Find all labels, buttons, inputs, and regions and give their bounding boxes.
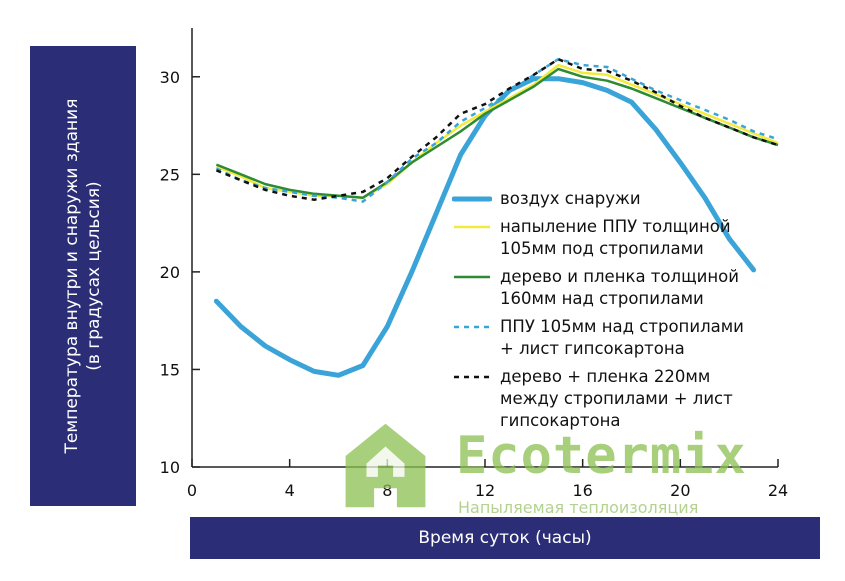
legend-swatch bbox=[452, 266, 492, 286]
x-tick-label: 12 bbox=[475, 481, 495, 500]
legend-swatch-line bbox=[454, 225, 490, 229]
legend-item: дерево и пленка толщиной 160мм над строп… bbox=[452, 266, 837, 310]
legend-label: дерево + пленка 220мм между стропилами +… bbox=[500, 367, 733, 430]
series-layer bbox=[213, 57, 779, 378]
house-recycle-icon bbox=[345, 423, 426, 508]
legend-item: ППУ 105мм над стропилами + лист гипсокар… bbox=[452, 316, 837, 360]
series-line-4 bbox=[215, 57, 779, 203]
legend-swatch-line bbox=[454, 375, 490, 379]
y-tick-label: 10 bbox=[160, 458, 180, 477]
legend-swatch bbox=[452, 216, 492, 236]
x-tick-label: 24 bbox=[768, 481, 788, 500]
y-axis-label-box: Температура внутри и снаружи здания (в г… bbox=[30, 46, 136, 506]
legend-swatch-line bbox=[452, 196, 492, 202]
y-tick-label: 30 bbox=[160, 68, 180, 87]
x-tick-label: 4 bbox=[285, 481, 295, 500]
x-axis-label: Время суток (часы) bbox=[418, 528, 592, 548]
legend-item: напыление ППУ толщиной 105мм под стропил… bbox=[452, 216, 837, 260]
watermark-subtitle: Напыляемая теплоизоляция bbox=[458, 498, 699, 517]
legend-label: напыление ППУ толщиной 105мм под стропил… bbox=[500, 217, 731, 258]
legend-item: воздух снаружи bbox=[452, 188, 837, 210]
legend-swatch-line bbox=[454, 275, 490, 279]
legend-item: дерево + пленка 220мм между стропилами +… bbox=[452, 366, 837, 432]
legend-label: воздух снаружи bbox=[500, 189, 641, 208]
watermark-brand: Ecotermix bbox=[456, 426, 747, 486]
y-tick-label: 20 bbox=[160, 263, 180, 282]
watermark: Ecotermix Напыляемая теплоизоляция bbox=[338, 414, 768, 519]
x-tick-label: 16 bbox=[572, 481, 592, 500]
series-line-1 bbox=[213, 76, 757, 378]
series-line-2 bbox=[215, 63, 779, 199]
legend: воздух снаружи напыление ППУ толщиной 105… bbox=[452, 188, 837, 438]
x-tick-label: 8 bbox=[382, 481, 392, 500]
legend-label: ППУ 105мм над стропилами + лист гипсокар… bbox=[500, 317, 744, 358]
legend-swatch bbox=[452, 316, 492, 336]
x-axis-label-box: Время суток (часы) bbox=[190, 517, 820, 559]
y-tick-label: 15 bbox=[160, 360, 180, 379]
legend-swatch bbox=[452, 366, 492, 386]
y-tick-label: 25 bbox=[160, 165, 180, 184]
legend-swatch-line bbox=[454, 325, 490, 329]
x-tick-label: 20 bbox=[670, 481, 690, 500]
x-tick-label: 0 bbox=[187, 481, 197, 500]
series-line-3 bbox=[215, 67, 779, 199]
legend-label: дерево и пленка толщиной 160мм над строп… bbox=[500, 267, 739, 308]
legend-swatch bbox=[452, 188, 492, 208]
